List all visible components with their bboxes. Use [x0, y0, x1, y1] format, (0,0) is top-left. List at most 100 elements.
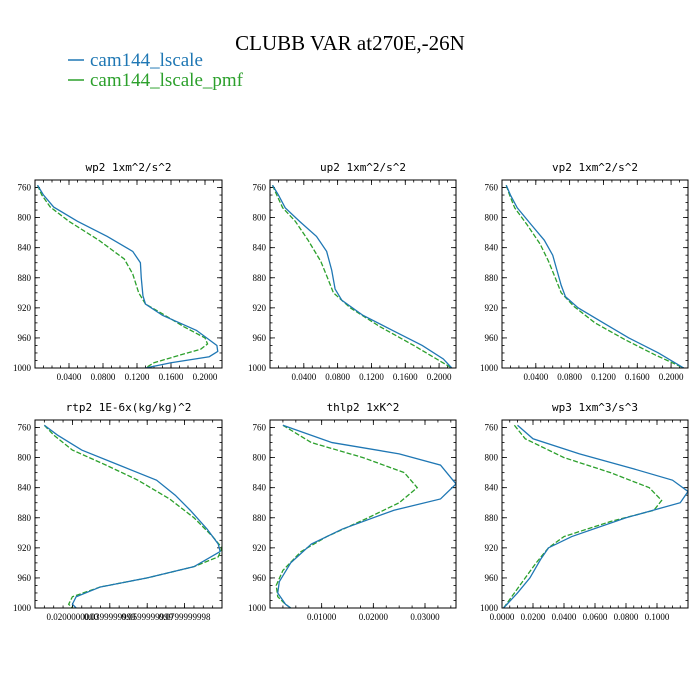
series-line [271, 185, 453, 368]
y-tick-label: 840 [485, 243, 499, 253]
x-tick-label: 0.0200000000 [47, 612, 99, 622]
x-tick-label: 0.1200 [591, 372, 616, 382]
panel-title: wp2 1xm^2/s^2 [85, 161, 171, 174]
y-tick-label: 1000 [480, 363, 499, 373]
y-tick-label: 840 [18, 243, 32, 253]
panel-title: wp3 1xm^3/s^3 [552, 401, 638, 414]
y-tick-label: 840 [253, 243, 267, 253]
y-tick-label: 760 [18, 183, 32, 193]
legend-label: cam144_lscale_pmf [90, 70, 244, 91]
y-tick-label: 1000 [13, 363, 32, 373]
panel: wp2 1xm^2/s^2 760 800 840 880 920 960 1000 0.040… [13, 161, 223, 382]
y-tick-label: 880 [485, 273, 499, 283]
y-tick-label: 1000 [248, 603, 267, 613]
x-tick-label: 0.0400 [57, 372, 82, 382]
panel: up2 1xm^2/s^2 760 800 840 880 920 960 1000 0.040… [248, 161, 457, 382]
x-tick-label: 0.1600 [625, 372, 650, 382]
y-tick-label: 880 [253, 513, 267, 523]
y-tick-label: 800 [18, 453, 32, 463]
panel-title: vp2 1xm^2/s^2 [552, 161, 638, 174]
x-tick-label: 0.0799999998 [159, 612, 211, 622]
y-tick-label: 920 [18, 543, 32, 553]
x-tick-label: 0.1600 [159, 372, 184, 382]
panel: wp3 1xm^3/s^3 760 800 840 880 920 960 10000.000… [480, 401, 689, 622]
y-tick-label: 800 [18, 213, 32, 223]
plot-frame [34, 419, 223, 609]
x-tick-label: 0.2000 [193, 372, 218, 382]
y-tick-label: 760 [253, 423, 267, 433]
x-tick-label: 0.1000 [645, 612, 670, 622]
y-tick-label: 800 [253, 453, 267, 463]
y-tick-label: 920 [485, 303, 499, 313]
y-tick-label: 960 [253, 573, 267, 583]
y-tick-label: 840 [485, 483, 499, 493]
x-tick-label: 0.1600 [393, 372, 418, 382]
y-tick-label: 760 [18, 423, 32, 433]
panel: thlp2 1xK^2 760 800 840 880 920 960 1000 0.01000… [248, 401, 457, 622]
y-tick-label: 960 [485, 333, 499, 343]
x-tick-label: 0.0800 [614, 612, 639, 622]
y-tick-label: 1000 [248, 363, 267, 373]
x-tick-label: 0.0800 [91, 372, 116, 382]
x-tick-label: 0.0400 [523, 372, 548, 382]
series-line [277, 424, 456, 608]
series-line [505, 185, 685, 368]
x-tick-label: 0.0000 [490, 612, 515, 622]
figure-title: CLUBB VAR at270E,-26N [235, 31, 465, 55]
x-tick-label: 0.03000 [410, 612, 440, 622]
y-tick-label: 960 [18, 333, 32, 343]
y-tick-label: 880 [18, 273, 32, 283]
series-line [505, 185, 685, 368]
plot-frame [269, 179, 457, 369]
panel-title: rtp2 1E-6x(kg/kg)^2 [66, 401, 192, 414]
x-tick-label: 0.1200 [125, 372, 150, 382]
plot-frame [34, 179, 223, 369]
y-tick-label: 800 [253, 213, 267, 223]
y-tick-label: 880 [18, 513, 32, 523]
x-tick-label: 0.2000 [427, 372, 452, 382]
x-tick-label: 0.0200 [521, 612, 546, 622]
x-tick-label: 0.0400 [291, 372, 316, 382]
y-tick-label: 880 [485, 513, 499, 523]
y-tick-label: 760 [485, 183, 499, 193]
y-tick-label: 800 [485, 213, 499, 223]
y-tick-label: 920 [253, 303, 267, 313]
x-tick-label: 0.0600 [583, 612, 608, 622]
y-tick-label: 840 [18, 483, 32, 493]
x-tick-label: 0.0800 [325, 372, 350, 382]
series-line [503, 424, 688, 608]
series-line [271, 184, 453, 368]
y-tick-label: 760 [253, 183, 267, 193]
panel-title: thlp2 1xK^2 [327, 401, 400, 414]
x-tick-label: 0.01000 [307, 612, 337, 622]
y-tick-label: 960 [253, 333, 267, 343]
x-tick-label: 0.1200 [359, 372, 384, 382]
series-line [43, 424, 221, 608]
y-tick-label: 800 [485, 453, 499, 463]
panel: vp2 1xm^2/s^2 760 800 840 880 920 960 1000 0.040… [480, 161, 689, 382]
y-tick-label: 1000 [13, 603, 32, 613]
x-tick-label: 0.0800 [557, 372, 582, 382]
y-tick-label: 960 [485, 573, 499, 583]
panel: rtp2 1E-6x(kg/kg)^2 760 800 840 880 920 960 100… [13, 401, 223, 622]
plot-frame [269, 419, 457, 609]
x-tick-label: 0.0599999999 [121, 612, 173, 622]
y-tick-label: 1000 [480, 603, 499, 613]
x-tick-label: 0.0399999999 [84, 612, 136, 622]
y-tick-label: 840 [253, 483, 267, 493]
series-line [36, 184, 219, 368]
x-tick-label: 0.02000 [359, 612, 389, 622]
y-tick-label: 920 [485, 543, 499, 553]
x-tick-label: 0.0400 [552, 612, 577, 622]
panels: wp2 1xm^2/s^2 760 800 840 880 920 960 1000 0.040… [13, 161, 689, 622]
plot-frame [501, 419, 689, 609]
panel-title: up2 1xm^2/s^2 [320, 161, 406, 174]
y-tick-label: 920 [18, 303, 32, 313]
x-tick-label: 0.2000 [659, 372, 684, 382]
y-tick-label: 880 [253, 273, 267, 283]
y-tick-label: 760 [485, 423, 499, 433]
plot-frame [501, 179, 689, 369]
y-tick-label: 920 [253, 543, 267, 553]
